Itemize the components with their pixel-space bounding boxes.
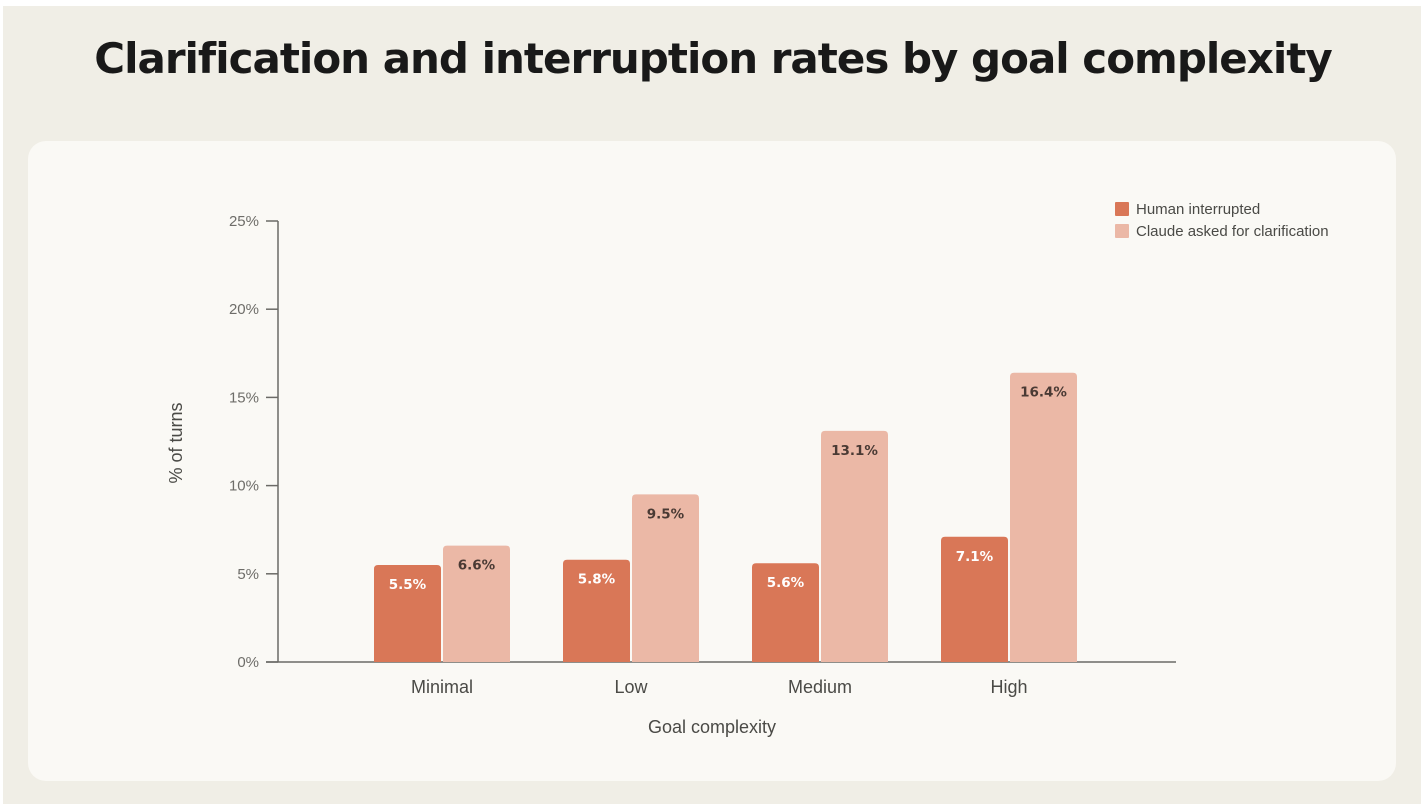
bar-claude-clarification-medium [821, 430, 888, 662]
y-tick-label: 5% [237, 566, 259, 583]
data-label: 5.8% [578, 572, 616, 588]
legend-swatch-claude-clarification [1115, 224, 1129, 238]
legend-swatch-human-interrupted [1115, 202, 1129, 216]
legend-label-human-interrupted: Human interrupted [1136, 200, 1261, 218]
y-tick-label: 15% [229, 389, 259, 406]
x-tick-label: Medium [788, 677, 852, 697]
legend-label-claude-clarification: Claude asked for clarification [1136, 222, 1329, 240]
y-tick-label: 20% [229, 301, 259, 318]
data-label: 13.1% [831, 443, 878, 459]
data-label: 5.6% [767, 575, 805, 591]
y-tick-label: 0% [237, 654, 259, 671]
x-axis-title: Goal complexity [648, 717, 776, 737]
bar-claude-clarification-low [632, 494, 699, 662]
x-tick-label: Minimal [411, 677, 473, 697]
y-tick-label: 10% [229, 478, 259, 495]
bar-human-interrupted-medium [752, 563, 819, 662]
bar-claude-clarification-minimal [443, 545, 510, 662]
x-tick-label: High [990, 677, 1027, 697]
y-axis-title: % of turns [166, 402, 186, 483]
data-label: 6.6% [458, 558, 496, 574]
y-tick-label: 25% [229, 213, 259, 230]
legend-item-claude-clarification: Claude asked for clarification [1115, 220, 1329, 242]
bar-human-interrupted-low [563, 559, 630, 662]
data-label: 5.5% [389, 577, 427, 593]
data-label: 16.4% [1020, 385, 1067, 401]
chart-card [28, 141, 1396, 781]
chart-title: Clarification and interruption rates by … [94, 34, 1332, 83]
data-label: 9.5% [647, 506, 685, 522]
x-tick-label: Low [614, 677, 648, 697]
bar-human-interrupted-minimal [374, 564, 441, 662]
legend: Human interrupted Claude asked for clari… [1115, 198, 1329, 242]
legend-item-human-interrupted: Human interrupted [1115, 198, 1329, 220]
bar-claude-clarification-high [1010, 372, 1077, 662]
bar-human-interrupted-high [941, 536, 1008, 662]
data-label: 7.1% [956, 549, 994, 565]
